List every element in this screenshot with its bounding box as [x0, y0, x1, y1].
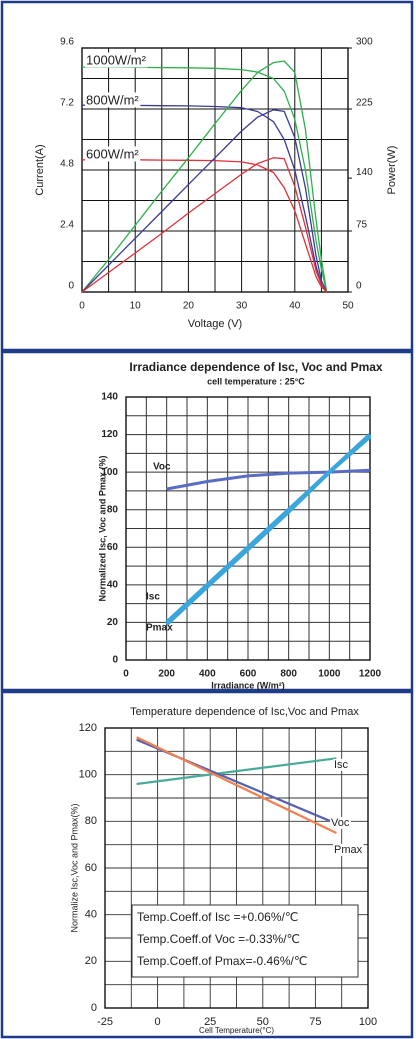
- plot-frame: [104, 727, 369, 1009]
- y-tick-label: 60: [85, 862, 97, 874]
- x-tick-label: 400: [199, 669, 216, 680]
- y-tick-label: 100: [79, 769, 97, 781]
- annotation-box: [131, 904, 359, 978]
- series-line: [166, 468, 371, 491]
- series-label: Isc: [146, 592, 160, 603]
- series-line: [165, 434, 372, 626]
- x-tick-label: 40: [289, 301, 301, 312]
- y-tick-label: 0: [112, 655, 118, 666]
- plot-frame: [81, 47, 349, 293]
- x-tick-label: -25: [97, 1016, 113, 1028]
- series-label: Isc: [334, 759, 349, 771]
- series-label-bg: [85, 146, 141, 162]
- annotation: Temp.Coeff.of Voc =-0.33%/℃: [137, 932, 300, 946]
- x-axis-label: Irradiance (W/m²): [211, 680, 285, 690]
- x-tick-label: 50: [342, 301, 354, 312]
- x-tick-label: 25: [204, 1016, 216, 1028]
- y2-tick-label: 140: [356, 167, 373, 178]
- y-tick-label: 20: [85, 955, 97, 967]
- series-label: Pmax: [334, 844, 363, 856]
- series-line: [82, 104, 328, 293]
- y-tick-label: 0: [91, 1002, 97, 1014]
- y-tick-label: 60: [107, 542, 119, 553]
- x-axis-label: Voltage (V): [188, 318, 242, 330]
- y-tick-label: 9.6: [60, 37, 74, 48]
- series-label-bg: [333, 758, 350, 771]
- x-tick-label: 75: [309, 1016, 321, 1028]
- x-tick-label: 0: [123, 669, 129, 680]
- chart-subtitle: cell temperature : 25°C: [207, 376, 305, 386]
- x-tick-label: 1000: [318, 669, 341, 680]
- y2-tick-label: 300: [356, 37, 373, 48]
- x-tick-label: 200: [158, 669, 175, 680]
- y-tick-label: 0: [68, 281, 74, 292]
- panel-frame: [0, 690, 414, 1039]
- series-label: Pmax: [146, 623, 173, 634]
- series-label: 1000W/m²: [86, 52, 147, 67]
- y-tick-label: 120: [101, 429, 118, 440]
- y-tick-label: 7.2: [60, 98, 74, 109]
- series-label: Voc: [153, 462, 171, 473]
- x-tick-label: 10: [130, 301, 142, 312]
- panel-frame: [0, 0, 414, 352]
- y-tick-label: 20: [107, 617, 119, 628]
- x-tick-label: 600: [240, 669, 257, 680]
- x-tick-label: 800: [280, 669, 297, 680]
- x-axis-label: Cell Temperature(°C): [199, 1026, 274, 1035]
- series-line: [81, 60, 328, 293]
- series-line: [136, 736, 337, 834]
- y-tick-label: 40: [107, 579, 119, 590]
- annotation: Temp.Coeff.of Pmax=-0.46%/℃: [137, 954, 307, 968]
- y-tick-label: 100: [101, 467, 118, 478]
- x-tick-label: 30: [236, 301, 248, 312]
- y-tick-label: 2.4: [60, 220, 74, 231]
- y-axis-label: Normalize Isc,Voc and Pmax(%): [69, 803, 79, 932]
- y-axis-label: Current(A): [34, 144, 46, 195]
- series-label: Voc: [331, 817, 350, 829]
- y-axis-label: Normalized Isc, Voc and Pmax (%): [97, 456, 107, 602]
- y2-tick-label: 225: [356, 98, 373, 109]
- y2-tick-label: 75: [356, 220, 368, 231]
- series-label-bg: [85, 52, 148, 68]
- y-tick-label: 80: [85, 815, 97, 827]
- chart-title: Irradiance dependence of Isc, Voc and Pm…: [129, 360, 383, 374]
- y-tick-label: 80: [107, 504, 119, 515]
- x-tick-label: 20: [183, 301, 195, 312]
- series-label: 800W/m²: [86, 92, 139, 107]
- x-tick-label: 50: [257, 1016, 269, 1028]
- y2-axis-label: Power(W): [386, 146, 398, 195]
- y-tick-label: 40: [85, 909, 97, 921]
- series-label: 600W/m²: [86, 146, 139, 161]
- series-line: [82, 159, 328, 293]
- series-line: [81, 157, 328, 293]
- y-tick-label: 4.8: [60, 159, 74, 170]
- x-tick-label: 100: [359, 1016, 377, 1028]
- x-tick-label: 0: [155, 1016, 161, 1028]
- series-label-bg: [85, 92, 141, 108]
- annotation: Temp.Coeff.of Isc =+0.06%/℃: [137, 910, 298, 924]
- chart-title: Temperature dependence of Isc,Voc and Pm…: [130, 706, 359, 718]
- plot-frame: [125, 396, 371, 661]
- y2-tick-label: 0: [356, 281, 362, 292]
- x-tick-label: 1200: [359, 669, 382, 680]
- x-tick-label: 0: [79, 301, 85, 312]
- series-line: [136, 757, 337, 786]
- series-line: [81, 109, 328, 293]
- series-label-bg: [330, 816, 351, 829]
- y-tick-label: 120: [79, 722, 97, 734]
- y-tick-label: 140: [101, 392, 118, 403]
- series-label-bg: [333, 843, 364, 856]
